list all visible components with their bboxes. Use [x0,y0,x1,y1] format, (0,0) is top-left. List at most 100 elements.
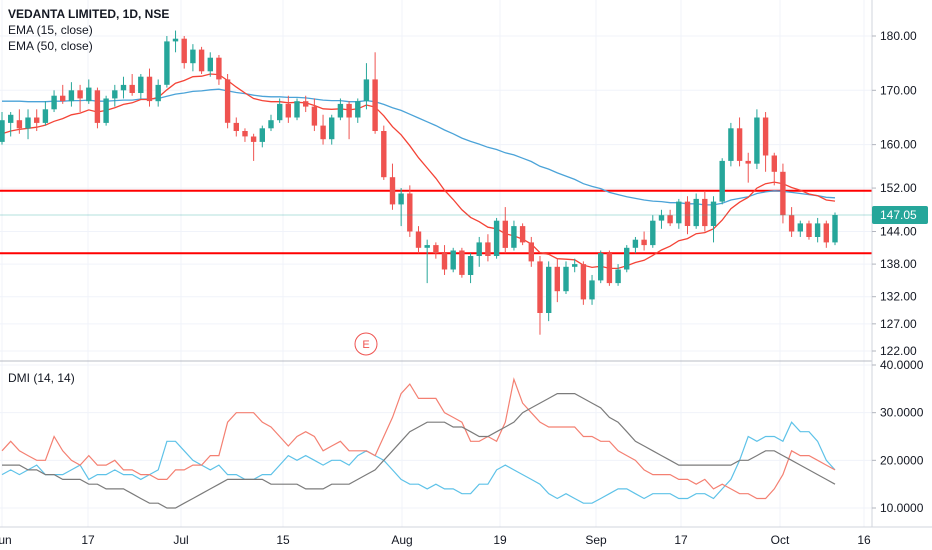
candle-body [806,223,812,237]
candle [441,245,448,275]
candle-body [693,198,699,227]
price-tick-label: 138.00 [880,257,917,271]
candle [259,125,265,148]
price-tick-label: 132.00 [880,290,917,304]
candle [207,52,213,77]
ema15-legend[interactable]: EMA (15, close) [8,23,93,37]
dmi-tick-label: 20.0000 [880,453,924,467]
candle [60,84,66,104]
candle-body [198,49,205,72]
candle-body [580,264,587,300]
time-axis[interactable]: Jun 17 Jul 15 Aug 19 Sep 17 Oct 16 [0,533,871,547]
candle [693,193,699,229]
candles [0,30,838,335]
candle [25,109,31,140]
candle-body [164,41,170,85]
candle [459,247,465,278]
time-tick-label: 16 [857,533,871,547]
price-tick-label: 144.00 [880,225,917,239]
candle-body [676,201,682,224]
price-tick-label: 180.00 [880,29,917,43]
candle-body [467,256,474,275]
candle-body [641,239,647,246]
dmi-grid [0,364,872,509]
candle [112,84,118,107]
candle [745,152,751,183]
candle-body [268,120,274,129]
candle-body [8,114,14,123]
candle-body [771,155,777,172]
candle-body [181,38,187,64]
dmi-title[interactable]: DMI (14, 14) [8,371,75,385]
last-price-label: 147.05 [0,205,928,224]
earnings-event-circle[interactable] [354,332,378,356]
candle-body [459,250,465,275]
candle [372,52,378,134]
candle [181,36,187,69]
candle [233,117,239,137]
candle [667,209,673,227]
candle-body [94,90,101,123]
candle [389,163,396,210]
price-legend: VEDANTA LIMITED, 1D, NSE EMA (15, close)… [8,6,169,54]
candle [77,84,83,113]
earnings-event-marker[interactable]: E [354,332,378,356]
candle [146,68,153,107]
candle-body [572,264,578,267]
candle [632,236,639,254]
candle [650,215,656,248]
candle [546,261,552,322]
candle [728,122,734,167]
candle [277,98,283,123]
candle [311,98,318,132]
candle [676,198,682,229]
ema15-line [1,73,836,270]
candle-body [493,220,500,256]
price-tick-label: 122.00 [880,344,917,358]
candle-body [207,57,213,72]
price-tick-label: 152.00 [880,181,917,195]
candle [823,220,829,248]
candle-body [277,103,283,121]
candle-body [485,242,491,256]
candle [563,261,569,294]
candle-body [615,269,621,284]
candle-body [788,215,795,232]
candle-body [832,215,838,243]
candle [329,114,335,145]
price-tick-label: 127.00 [880,317,917,331]
candle [450,247,456,273]
candle [736,117,743,167]
candle-body [190,49,196,64]
candle-body [710,201,717,226]
candle [164,36,170,88]
candle-body [51,95,57,110]
candle [294,98,300,121]
candle-body [762,117,769,156]
candle-body [754,117,760,164]
candle [320,114,326,145]
candle-body [329,117,335,140]
time-tick-label: 17 [674,533,688,547]
candle [198,46,205,75]
dmi-axis[interactable]: 40.0000 30.0000 20.0000 10.0000 [872,358,924,515]
candle-body [112,90,118,99]
candle [0,112,5,145]
dmi-legend[interactable]: DMI (14, 14) [8,370,75,386]
candle [467,253,474,284]
price-axis[interactable]: 180.00 170.00 160.00 152.00 144.00 138.00 132.… [872,29,917,358]
candle-body [745,160,751,164]
ema50-legend[interactable]: EMA (50, close) [8,39,93,53]
candle [814,217,821,243]
candle [138,74,144,99]
candle [832,212,838,246]
candle-body [129,84,135,93]
symbol-title[interactable]: VEDANTA LIMITED, 1D, NSE [8,7,170,21]
ema15-layer [1,73,836,270]
candle-body [216,57,222,80]
candle-body [68,90,75,102]
candle-body [667,215,673,224]
candle-body [337,103,344,118]
candle-body [285,103,291,118]
